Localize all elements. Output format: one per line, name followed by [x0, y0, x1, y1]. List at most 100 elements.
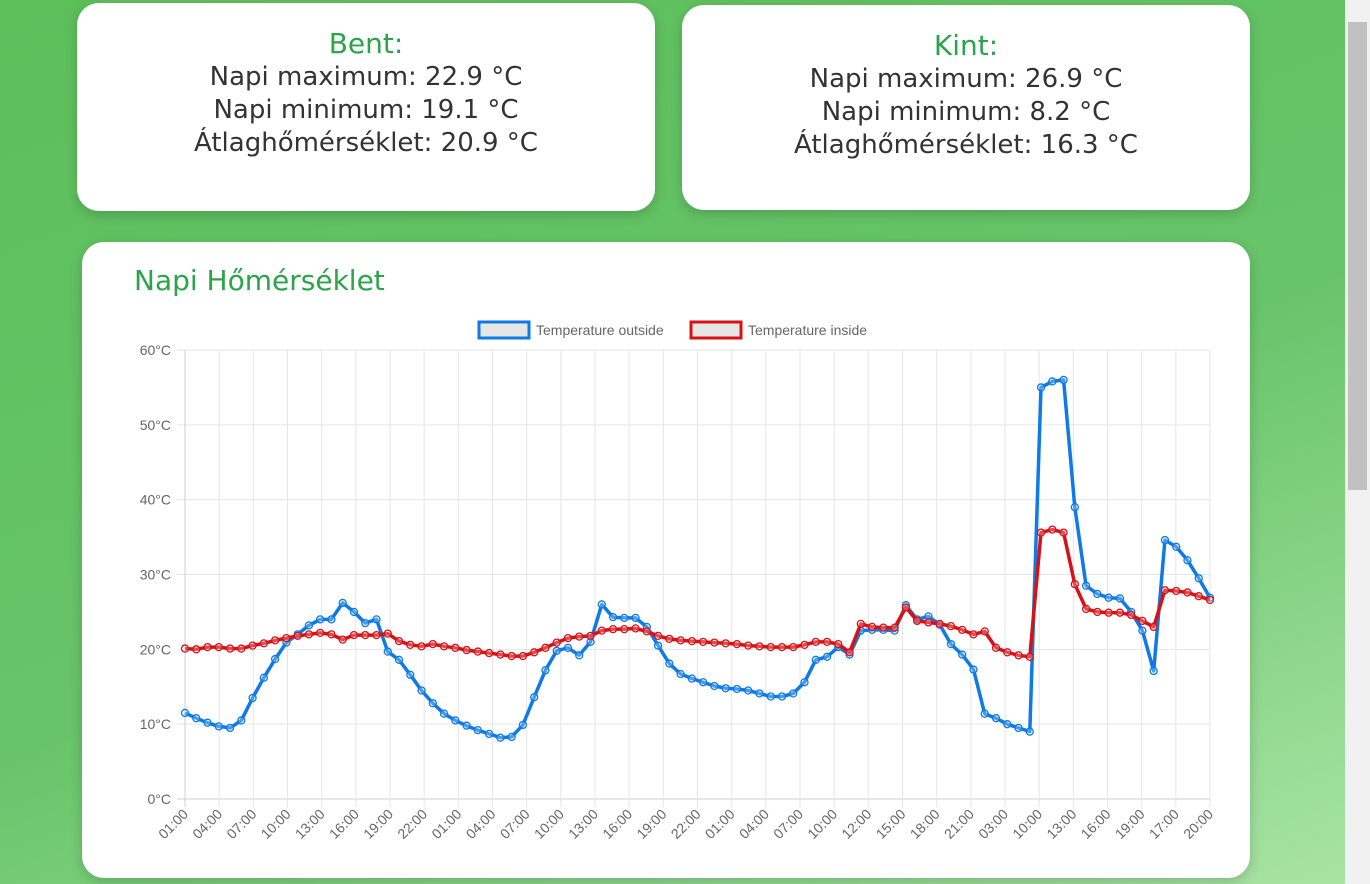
data-point[interactable] — [744, 686, 753, 695]
data-point[interactable] — [789, 689, 798, 698]
data-point[interactable] — [698, 678, 708, 687]
data-point[interactable] — [1048, 377, 1057, 386]
data-point[interactable] — [361, 618, 370, 628]
data-point[interactable] — [698, 637, 708, 647]
data-point[interactable] — [1070, 580, 1079, 589]
data-point[interactable] — [1003, 720, 1012, 729]
data-point[interactable] — [1172, 586, 1181, 596]
data-point[interactable] — [777, 692, 787, 701]
data-point[interactable] — [270, 654, 280, 664]
legend-swatch-outside[interactable] — [477, 320, 531, 340]
data-point[interactable] — [1014, 723, 1023, 733]
data-point[interactable] — [800, 640, 809, 649]
data-point[interactable] — [1127, 610, 1136, 620]
data-point[interactable] — [1104, 608, 1113, 617]
data-point[interactable] — [372, 630, 381, 640]
data-point[interactable] — [180, 708, 190, 718]
data-point[interactable] — [586, 631, 595, 641]
data-point[interactable] — [901, 603, 911, 612]
data-point[interactable] — [1194, 592, 1203, 601]
data-point[interactable] — [912, 616, 922, 626]
data-point[interactable] — [924, 612, 933, 621]
data-point[interactable] — [428, 699, 437, 708]
data-point[interactable] — [1172, 542, 1181, 551]
data-point[interactable] — [1014, 651, 1023, 660]
data-point[interactable] — [1070, 502, 1079, 512]
temperature-line-chart[interactable]: 0°C10°C20°C30°C40°C50°C60°C01:0004:0007:… — [82, 242, 1250, 878]
data-point[interactable] — [282, 633, 291, 643]
data-point[interactable] — [1205, 595, 1215, 605]
data-point[interactable] — [214, 722, 223, 731]
data-point[interactable] — [248, 641, 257, 650]
data-point[interactable] — [958, 650, 967, 659]
data-point[interactable] — [822, 637, 832, 647]
data-point[interactable] — [1036, 383, 1046, 392]
legend-swatch-inside[interactable] — [689, 320, 743, 340]
data-point[interactable] — [451, 716, 460, 725]
data-point[interactable] — [180, 644, 190, 653]
data-point[interactable] — [225, 723, 235, 733]
data-point[interactable] — [879, 623, 888, 632]
data-point[interactable] — [800, 678, 809, 687]
data-point[interactable] — [237, 716, 246, 725]
data-point[interactable] — [338, 635, 347, 644]
data-point[interactable] — [969, 665, 978, 674]
data-point[interactable] — [935, 619, 944, 629]
data-point[interactable] — [338, 598, 347, 608]
chart-legend[interactable]: Temperature outside Temperature inside — [477, 320, 867, 340]
data-point[interactable] — [1003, 648, 1012, 657]
data-point[interactable] — [642, 627, 651, 636]
data-point[interactable] — [394, 655, 404, 664]
data-point[interactable] — [586, 637, 595, 647]
data-point[interactable] — [710, 638, 719, 647]
data-point[interactable] — [946, 621, 956, 631]
data-point[interactable] — [620, 613, 629, 623]
data-point[interactable] — [631, 624, 640, 633]
data-point[interactable] — [1059, 375, 1068, 385]
data-point[interactable] — [777, 642, 787, 652]
data-point[interactable] — [372, 615, 381, 624]
data-point[interactable] — [1036, 528, 1046, 537]
data-point[interactable] — [575, 651, 584, 660]
data-point[interactable] — [484, 729, 494, 739]
data-point[interactable] — [349, 630, 359, 640]
data-point[interactable] — [890, 623, 899, 632]
data-point[interactable] — [980, 627, 989, 636]
data-point[interactable] — [304, 630, 314, 639]
data-point[interactable] — [383, 647, 392, 656]
data-point[interactable] — [1025, 727, 1034, 736]
data-point[interactable] — [316, 615, 325, 624]
data-point[interactable] — [969, 630, 978, 639]
data-point[interactable] — [958, 625, 967, 635]
data-point[interactable] — [665, 634, 674, 644]
data-point[interactable] — [822, 652, 832, 661]
data-point[interactable] — [597, 600, 606, 609]
data-point[interactable] — [563, 633, 573, 643]
data-point[interactable] — [924, 618, 933, 627]
data-point[interactable] — [1138, 626, 1147, 635]
data-point[interactable] — [811, 655, 820, 664]
data-point[interactable] — [946, 639, 956, 649]
data-point[interactable] — [451, 643, 460, 652]
data-point[interactable] — [1059, 528, 1068, 537]
data-point[interactable] — [327, 615, 336, 624]
data-point[interactable] — [496, 733, 505, 742]
data-point[interactable] — [845, 648, 854, 657]
scrollbar-thumb[interactable] — [1348, 22, 1367, 490]
data-point[interactable] — [732, 684, 742, 694]
data-point[interactable] — [766, 642, 775, 652]
data-point[interactable] — [1138, 616, 1147, 626]
data-point[interactable] — [1160, 586, 1170, 595]
data-point[interactable] — [361, 630, 370, 640]
data-point[interactable] — [406, 670, 415, 679]
data-point[interactable] — [484, 648, 494, 658]
data-point[interactable] — [653, 641, 663, 650]
data-point[interactable] — [755, 689, 764, 698]
data-point[interactable] — [417, 686, 426, 695]
data-point[interactable] — [755, 642, 764, 651]
data-point[interactable] — [631, 613, 640, 623]
data-point[interactable] — [428, 639, 437, 649]
data-point[interactable] — [203, 718, 212, 727]
data-point[interactable] — [541, 666, 550, 675]
data-point[interactable] — [1194, 574, 1203, 583]
